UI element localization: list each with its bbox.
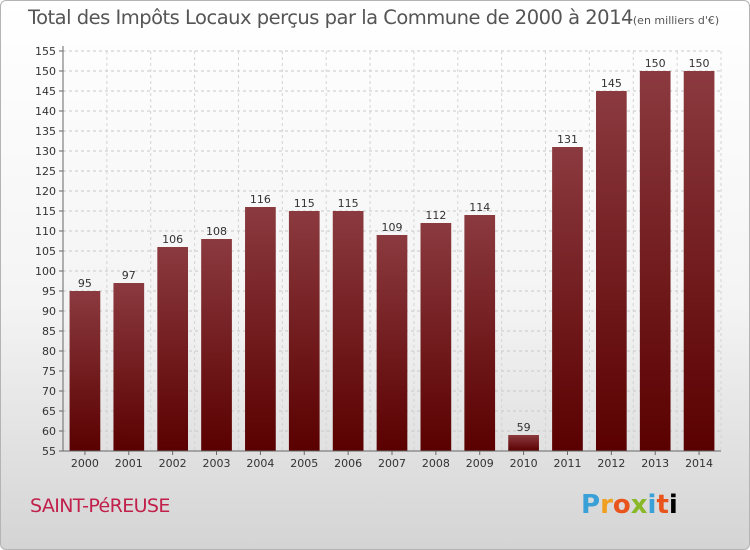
x-tick-label: 2011 xyxy=(553,457,581,470)
bar-2014 xyxy=(683,71,715,451)
x-tick-label: 2012 xyxy=(597,457,625,470)
bar-value-label: 95 xyxy=(78,277,92,290)
y-tick-label: 140 xyxy=(35,105,56,118)
y-tick-label: 145 xyxy=(35,85,56,98)
chart-title-unit: (en milliers d'€) xyxy=(632,14,720,27)
bar-value-label: 59 xyxy=(517,421,531,434)
y-tick-label: 120 xyxy=(35,185,56,198)
y-tick-label: 100 xyxy=(35,265,56,278)
bar-value-label: 106 xyxy=(162,233,183,246)
x-tick-label: 2004 xyxy=(246,457,274,470)
bar-2000 xyxy=(69,291,101,451)
y-tick-label: 65 xyxy=(42,405,56,418)
y-tick-label: 95 xyxy=(42,285,56,298)
y-tick-label: 150 xyxy=(35,65,56,78)
bars: 95 97 106 108 116 115 115 109 112 114 59 131 145 150 1… xyxy=(69,57,715,451)
y-axis: 55 60 65 70 75 80 85 90 95 100 105 110 115 120 125 130 1… xyxy=(35,45,64,458)
chart-title: Total des Impôts Locaux perçus par la Co… xyxy=(28,6,719,29)
bar-value-label: 109 xyxy=(382,221,403,234)
bar-2010 xyxy=(508,435,539,451)
commune-name: SAINT-PéREUSE xyxy=(30,495,170,517)
y-tick-label: 130 xyxy=(35,145,56,158)
x-axis: 2000 2001 2002 2003 2004 2005 2006 2007 2008 2009… xyxy=(63,450,721,470)
bar-2005 xyxy=(288,211,320,451)
x-tick-label: 2009 xyxy=(466,457,494,470)
bar-value-label: 112 xyxy=(425,209,446,222)
y-tick-label: 80 xyxy=(42,345,56,358)
bar-value-label: 131 xyxy=(557,133,578,146)
bar-value-label: 115 xyxy=(294,197,315,210)
bar-2013 xyxy=(639,71,671,451)
bar-value-label: 108 xyxy=(206,225,227,238)
y-tick-label: 110 xyxy=(35,225,56,238)
y-tick-label: 125 xyxy=(35,165,56,178)
x-tick-label: 2000 xyxy=(71,457,99,470)
chart-title-main: Total des Impôts Locaux perçus par la Co… xyxy=(28,6,633,29)
y-tick-label: 90 xyxy=(42,305,56,318)
y-tick-label: 70 xyxy=(42,385,56,398)
bar-value-label: 115 xyxy=(338,197,359,210)
x-tick-label: 2002 xyxy=(159,457,187,470)
y-tick-label: 115 xyxy=(35,205,56,218)
bar-value-label: 116 xyxy=(250,193,271,206)
bar-2002 xyxy=(157,247,189,451)
bar-2003 xyxy=(201,239,232,451)
y-tick-label: 55 xyxy=(42,445,56,458)
y-tick-label: 60 xyxy=(42,425,56,438)
x-tick-label: 2010 xyxy=(510,457,538,470)
bar-2007 xyxy=(376,235,408,451)
y-tick-label: 85 xyxy=(42,325,56,338)
bar-value-label: 145 xyxy=(601,77,622,90)
bar-2008 xyxy=(420,223,452,451)
bar-2006 xyxy=(332,211,364,451)
y-tick-label: 155 xyxy=(35,45,56,58)
x-tick-label: 2001 xyxy=(115,457,143,470)
bar-2001 xyxy=(113,283,145,451)
x-tick-label: 2006 xyxy=(334,457,362,470)
bar-value-label: 150 xyxy=(689,57,710,70)
y-tick-label: 75 xyxy=(42,365,56,378)
x-tick-label: 2014 xyxy=(685,457,713,470)
bar-2012 xyxy=(595,91,627,451)
bar-2009 xyxy=(464,215,496,451)
bar-value-label: 150 xyxy=(645,57,666,70)
x-tick-label: 2003 xyxy=(203,457,231,470)
proxiti-logo: Proxiti xyxy=(581,490,678,520)
bar-value-label: 114 xyxy=(469,201,490,214)
x-tick-label: 2008 xyxy=(422,457,450,470)
x-tick-label: 2013 xyxy=(641,457,669,470)
bar-value-label: 97 xyxy=(122,269,136,282)
bar-2004 xyxy=(245,207,276,451)
y-tick-label: 135 xyxy=(35,125,56,138)
y-tick-label: 105 xyxy=(35,245,56,258)
x-tick-label: 2005 xyxy=(290,457,318,470)
x-tick-label: 2007 xyxy=(378,457,406,470)
bar-2011 xyxy=(552,147,583,451)
